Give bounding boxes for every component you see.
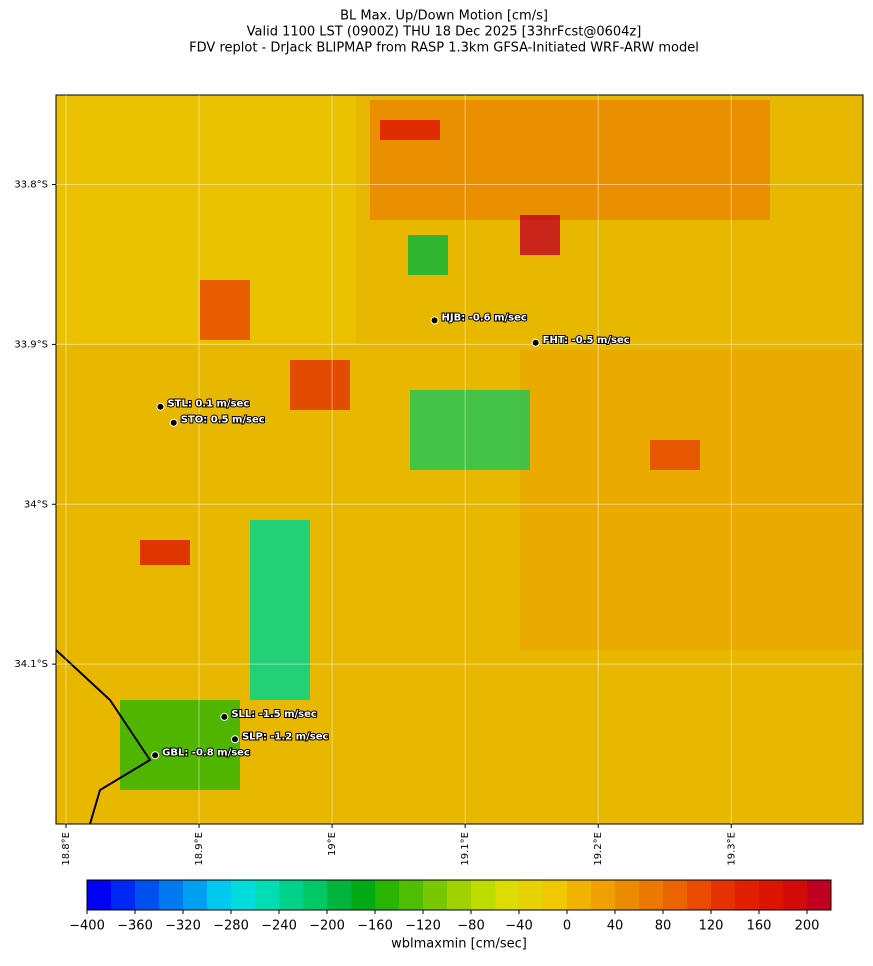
colorbar-segment (615, 880, 640, 910)
station-marker (531, 338, 540, 347)
station-label: STO: 0.5 m/sec (181, 415, 265, 426)
x-tick-label: 18.8°E (61, 832, 72, 866)
colorbar-segment (183, 880, 208, 910)
colorbar-tick-label: 80 (655, 919, 672, 934)
x-tick-label: 19.3°E (726, 832, 737, 866)
colorbar-segment (327, 880, 352, 910)
chart-subtitle: Valid 1100 LST (0900Z) THU 18 Dec 2025 [… (247, 25, 642, 40)
colorbar-segment (303, 880, 328, 910)
station-label: FHT: -0.5 m/sec (543, 335, 630, 346)
y-tick-label: 34°S (24, 499, 48, 510)
colorbar-segment (159, 880, 184, 910)
station-marker (430, 316, 439, 325)
colorbar-tick-label: 120 (699, 919, 724, 934)
colorbar-segment (87, 880, 112, 910)
colorbar-tick-label: 200 (795, 919, 820, 934)
x-tick-label: 19.1°E (460, 832, 471, 866)
colorbar-tick-label: 40 (607, 919, 624, 934)
station-marker (169, 418, 178, 427)
colorbar-tick-label: −320 (165, 919, 201, 934)
station-label: STL: 0.1 m/sec (167, 399, 249, 410)
station-label: HJB: -0.6 m/sec (442, 312, 527, 323)
chart-title: BL Max. Up/Down Motion [cm/s] (340, 9, 548, 24)
y-tick-label: 33.9°S (14, 339, 48, 350)
colorbar-segment (447, 880, 472, 910)
colorbar-segment (255, 880, 280, 910)
colorbar-tick-label: 160 (747, 919, 772, 934)
x-tick-label: 18.9°E (194, 832, 205, 866)
colorbar-segment (231, 880, 256, 910)
colorbar-tick-label: −280 (213, 919, 249, 934)
x-tick-label: 19.2°E (593, 832, 604, 866)
colorbar-tick-label: −200 (309, 919, 345, 934)
station-label: SLL: -1.5 m/sec (231, 709, 317, 720)
station-label: GBL: -0.8 m/sec (162, 747, 250, 758)
x-tick-label: 19°E (327, 832, 338, 856)
colorbar-segment (759, 880, 784, 910)
y-tick-label: 33.8°S (14, 180, 48, 191)
colorbar-segment (711, 880, 736, 910)
colorbar-segment (351, 880, 376, 910)
colorbar-segment (591, 880, 616, 910)
colorbar-segment (687, 880, 712, 910)
colorbar-label: wblmaxmin [cm/sec] (391, 937, 527, 952)
colorbar-segment (735, 880, 760, 910)
station-marker (151, 751, 160, 760)
colorbar-segment (543, 880, 568, 910)
colorbar-tick-label: −120 (405, 919, 441, 934)
colorbar-tick-label: −400 (69, 919, 105, 934)
colorbar-tick-label: −360 (117, 919, 153, 934)
colorbar-tick-label: −160 (357, 919, 393, 934)
colorbar-segment (783, 880, 808, 910)
map-background (55, 95, 863, 825)
colorbar-segment (207, 880, 232, 910)
colorbar-tick-label: −40 (505, 919, 532, 934)
colorbar-segment (423, 880, 448, 910)
station-label: SLP: -1.2 m/sec (242, 731, 329, 742)
colorbar-segment (639, 880, 664, 910)
colorbar-segment (663, 880, 688, 910)
colorbar-tick-label: 0 (563, 919, 571, 934)
colorbar-segment (567, 880, 592, 910)
colorbar-segment (135, 880, 160, 910)
colorbar-tick-label: −240 (261, 919, 297, 934)
station-marker (230, 735, 239, 744)
colorbar-tick-label: −80 (457, 919, 484, 934)
station-marker (220, 712, 229, 721)
chart-subtitle: FDV replot - DrJack BLIPMAP from RASP 1.… (189, 41, 699, 56)
colorbar-segment (519, 880, 544, 910)
colorbar-frame (86, 879, 832, 911)
colorbar-segment (111, 880, 136, 910)
y-tick-label: 34.1°S (14, 659, 48, 670)
colorbar-segment (495, 880, 520, 910)
map-frame (55, 94, 864, 825)
colorbar-segment (471, 880, 496, 910)
colorbar-segment (807, 880, 832, 910)
colorbar-segment (375, 880, 400, 910)
station-marker (156, 402, 165, 411)
colorbar-segment (399, 880, 424, 910)
colorbar-segment (279, 880, 304, 910)
